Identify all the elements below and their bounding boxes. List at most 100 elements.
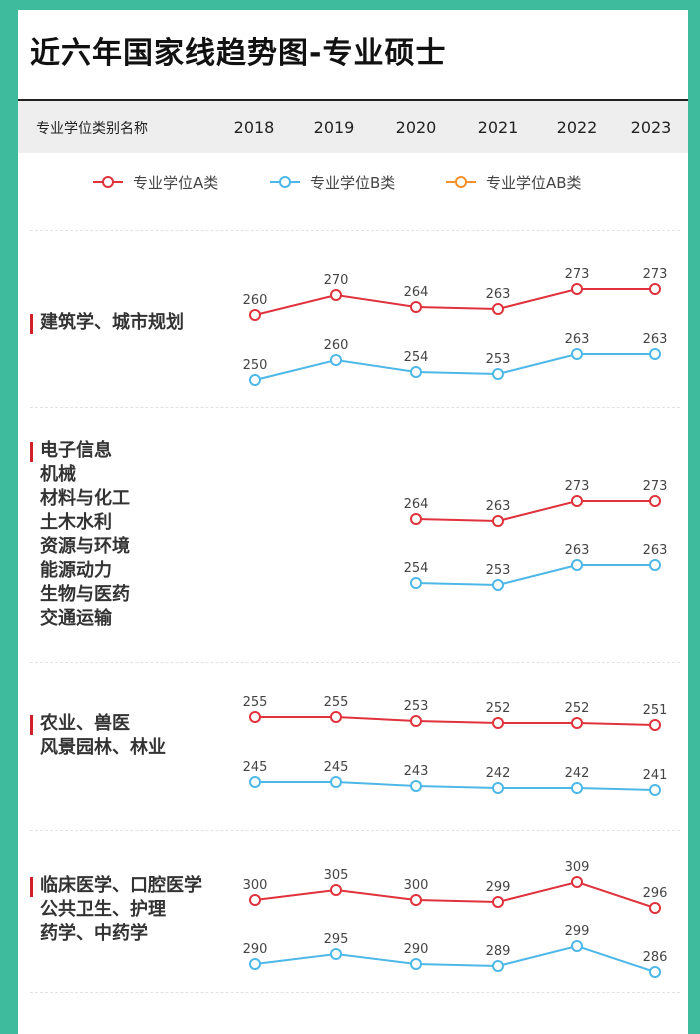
data-label: 243 [404, 764, 429, 779]
data-label: 255 [324, 695, 349, 710]
section-divider [30, 662, 680, 663]
page-title: 近六年国家线趋势图-专业硕士 [30, 36, 447, 71]
legend-label-ab: 专业学位AB类 [486, 174, 582, 192]
data-label: 252 [486, 701, 511, 716]
series-line [255, 781, 656, 791]
data-point [410, 894, 422, 906]
group-label-architecture: 建筑学、城市规划 [30, 311, 184, 335]
data-point [571, 782, 583, 794]
data-point [249, 309, 261, 321]
data-label: 263 [565, 332, 590, 347]
section-divider [30, 830, 680, 831]
data-label: 253 [404, 699, 429, 714]
data-point [649, 559, 661, 571]
group-marker-bar [30, 715, 33, 735]
data-point [330, 884, 342, 896]
data-point [649, 283, 661, 295]
data-label: 273 [565, 479, 590, 494]
group-label-line: 土木水利 [40, 512, 112, 533]
legend-label-b: 专业学位B类 [310, 174, 396, 192]
data-label: 305 [324, 868, 349, 883]
group-label-engineering: 电子信息 机械 材料与化工 土木水利 资源与环境 能源动力 生物与医药 交通运输 [30, 439, 130, 631]
series-line [254, 288, 655, 316]
legend-marker-ab [455, 176, 467, 188]
data-label: 286 [643, 950, 668, 965]
data-point [410, 780, 422, 792]
data-label: 253 [486, 563, 511, 578]
trend-lines-chart: 260 270 264 263 273 273 250 260 254 253 263 263 264 2… [243, 267, 668, 978]
data-label: 260 [243, 293, 268, 308]
group-label-line: 材料与化工 [40, 488, 130, 509]
data-label: 290 [404, 942, 429, 957]
header-year-2022: 2022 [556, 118, 598, 137]
data-label: 290 [243, 942, 268, 957]
group-label-line: 机械 [40, 464, 76, 485]
data-point [492, 515, 504, 527]
data-point [492, 896, 504, 908]
data-point [249, 374, 261, 386]
section-divider [30, 230, 680, 231]
group-label-line: 药学、中药学 [40, 923, 148, 944]
data-point [649, 902, 661, 914]
series-line [254, 353, 655, 381]
data-label: 299 [565, 924, 590, 939]
group-label-line: 农业、兽医 [40, 713, 130, 734]
group-label-line: 交通运输 [40, 608, 112, 629]
series-line [254, 880, 656, 909]
legend-label-a: 专业学位A类 [133, 174, 219, 192]
header-year-2021: 2021 [477, 118, 519, 137]
data-label: 264 [404, 497, 429, 512]
header-year-2019: 2019 [313, 118, 355, 137]
data-label: 273 [643, 267, 668, 282]
data-label: 289 [486, 944, 511, 959]
header-year-2023: 2023 [630, 118, 672, 137]
data-label: 263 [486, 499, 511, 514]
data-label: 254 [404, 561, 429, 576]
group-label-line: 风景园林、林业 [40, 737, 166, 758]
data-point [410, 301, 422, 313]
data-point [649, 719, 661, 731]
data-point [492, 717, 504, 729]
header-year-2018: 2018 [233, 118, 275, 137]
header-category-name: 专业学位类别名称 [36, 121, 148, 137]
data-label: 255 [243, 695, 268, 710]
series-line [255, 716, 656, 726]
data-label: 253 [486, 352, 511, 367]
data-label: 251 [643, 703, 668, 718]
trend-card: 近六年国家线趋势图-专业硕士 专业学位类别名称 2018 2019 2020 2… [18, 10, 688, 1034]
title-divider [18, 99, 688, 101]
data-point [571, 940, 583, 952]
data-label: 254 [404, 350, 429, 365]
group-label-medicine: 临床医学、口腔医学 公共卫生、护理 药学、中药学 [30, 874, 202, 946]
group-label-line: 生物与医药 [40, 584, 130, 605]
data-label: 252 [565, 701, 590, 716]
data-label: 263 [565, 543, 590, 558]
data-point [410, 715, 422, 727]
section-divider [30, 992, 680, 993]
data-label: 245 [324, 760, 349, 775]
group-label-line: 资源与环境 [40, 536, 130, 557]
data-label: 263 [643, 543, 668, 558]
data-label: 245 [243, 760, 268, 775]
data-label: 263 [486, 287, 511, 302]
series-line [254, 944, 656, 973]
data-point [492, 368, 504, 380]
data-point [649, 348, 661, 360]
data-label: 264 [404, 285, 429, 300]
group-label-agriculture: 农业、兽医 风景园林、林业 [30, 712, 166, 760]
data-point [410, 577, 422, 589]
table-header [18, 101, 688, 153]
data-point [649, 784, 661, 796]
data-point [492, 960, 504, 972]
data-label: 273 [565, 267, 590, 282]
data-point [410, 513, 422, 525]
data-point [571, 876, 583, 888]
data-point [249, 776, 261, 788]
series-line [415, 564, 655, 587]
data-point [649, 495, 661, 507]
data-label: 300 [404, 878, 429, 893]
header-year-2020: 2020 [395, 118, 437, 137]
data-point [571, 559, 583, 571]
legend-marker-a [102, 176, 114, 188]
data-point [492, 303, 504, 315]
